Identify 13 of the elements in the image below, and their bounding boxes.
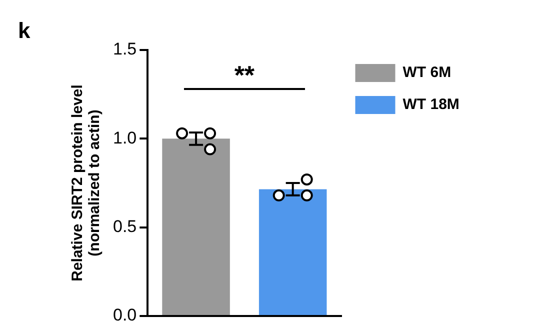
point [300, 173, 313, 186]
point [204, 127, 216, 140]
annotation: ** [234, 60, 256, 90]
legend-label: WT 6M [402, 64, 452, 82]
legend-label: WT 18M [402, 96, 460, 114]
y-tick-label: 1.5 [112, 40, 137, 59]
y-tick-label: 0.0 [112, 306, 137, 325]
chart-title: k [18, 18, 30, 44]
y-tick-label: 1.0 [112, 128, 137, 148]
point [204, 143, 216, 156]
y-axis-title: Relative SIRT2 protein level (normalized to actin) [69, 84, 104, 282]
point [300, 189, 313, 202]
y-tick-label: 0.5 [112, 217, 137, 236]
